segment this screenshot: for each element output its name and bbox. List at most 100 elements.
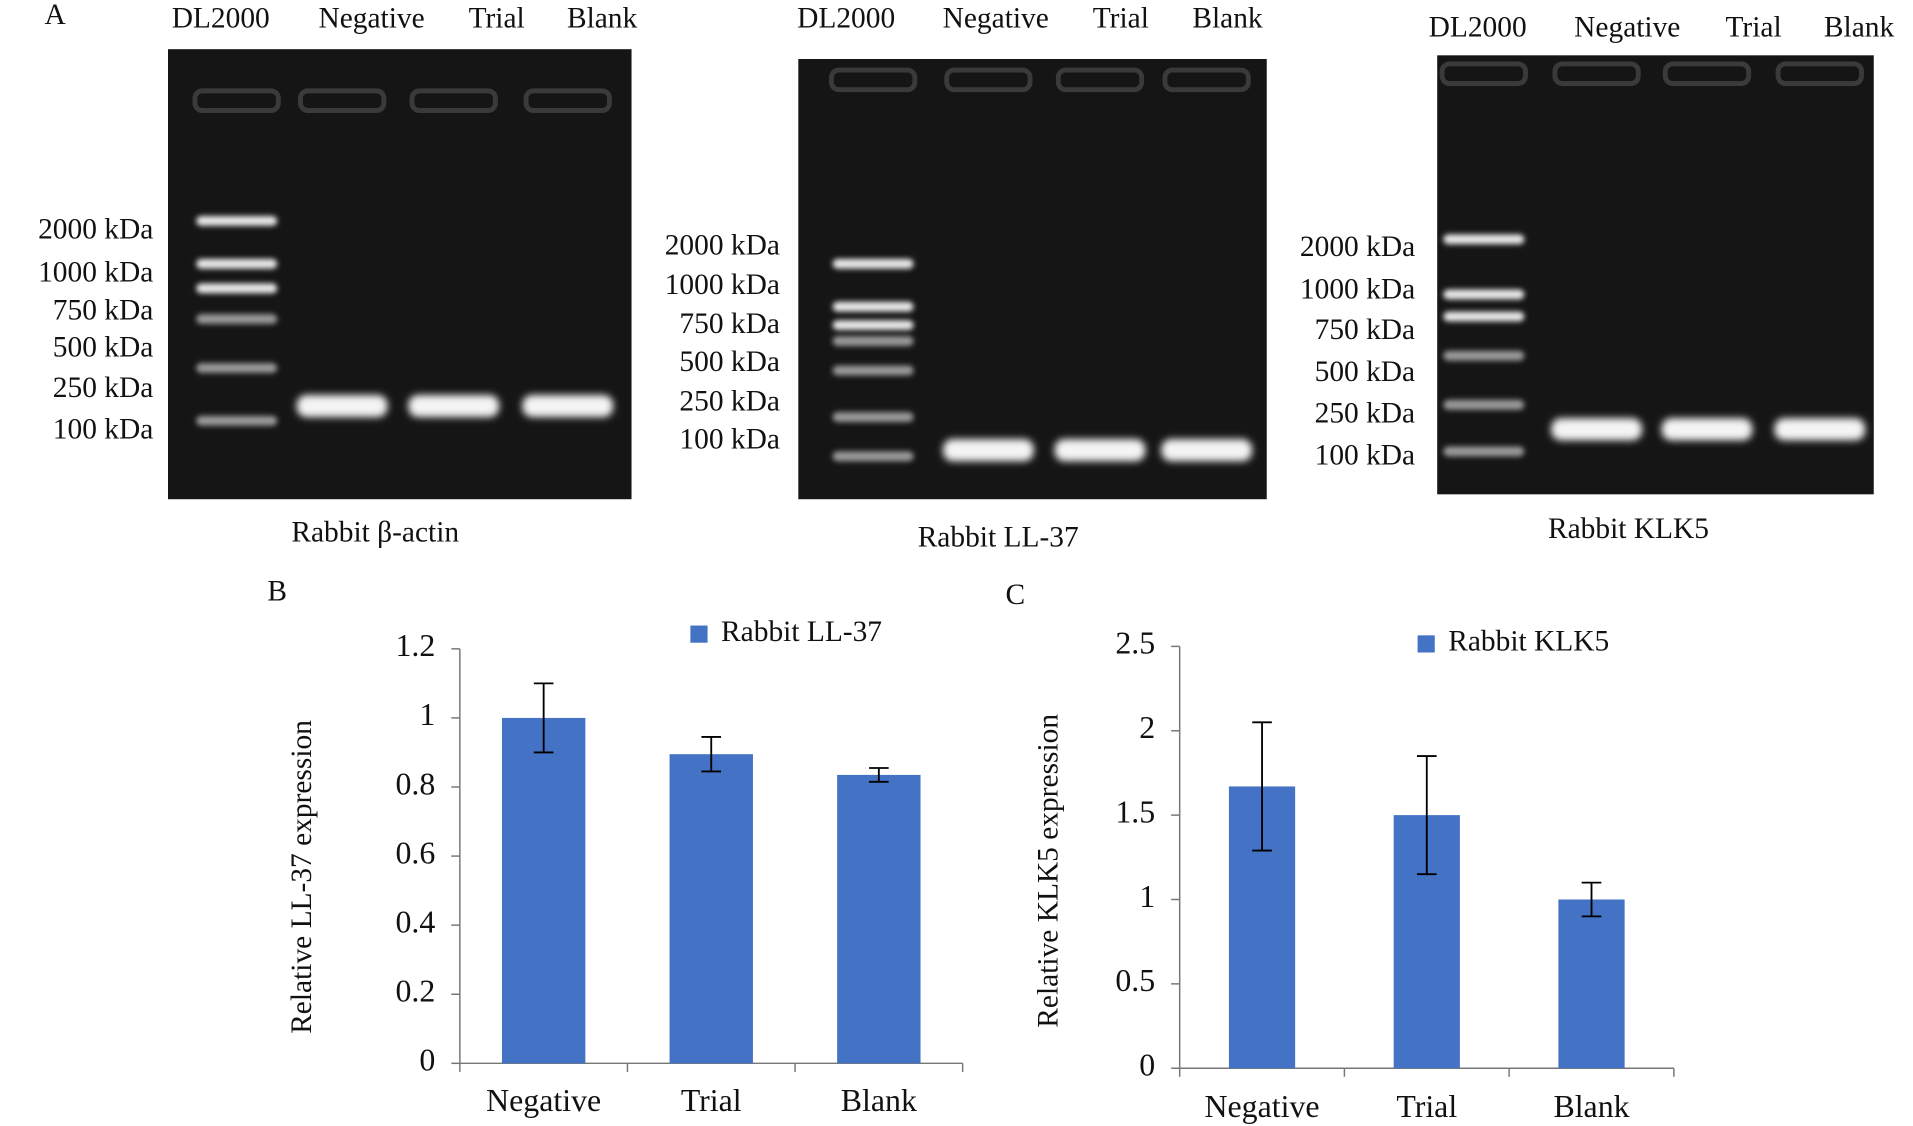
ladder-band (1443, 289, 1525, 300)
x-tick-label: Negative (1205, 1089, 1320, 1124)
ladder-band (196, 314, 278, 324)
lane-label: Negative (943, 3, 1049, 35)
panel-label: B (267, 575, 287, 607)
content: DL2000 Negative Trial Blank 2000 kDa 1000 kDa… (38, 3, 1894, 1125)
y-axis-label: Relative LL-37 expression (286, 720, 318, 1034)
y-tick-label: 0.4 (395, 904, 435, 939)
marker-label: 750 kDa (679, 308, 780, 340)
legend-label: Rabbit LL-37 (721, 616, 882, 648)
ladder-band (196, 215, 278, 226)
legend-swatch (1417, 635, 1435, 653)
error-bar (1416, 755, 1437, 876)
ladder-band (1443, 350, 1525, 361)
lane-label: Blank (567, 3, 638, 35)
gel-caption: Rabbit KLK5 (1548, 513, 1709, 545)
y-tick-label: 0 (419, 1043, 435, 1078)
marker-label: 500 kDa (53, 331, 154, 363)
marker-label: 500 kDa (1315, 356, 1416, 388)
marker-label: 2000 kDa (665, 230, 780, 262)
sample-band (1054, 439, 1146, 462)
x-tick-label: Blank (841, 1083, 917, 1118)
y-tick-label: 2.5 (1115, 626, 1155, 661)
ladder-band (832, 365, 914, 376)
lane-label: Trial (1093, 3, 1149, 35)
sample-band (943, 439, 1034, 462)
x-tick-label: Blank (1553, 1089, 1629, 1124)
y-tick-label: 1.5 (1115, 794, 1155, 829)
y-tick-label: 1 (1139, 879, 1155, 914)
marker-label: 250 kDa (1315, 398, 1416, 430)
marker-label: 250 kDa (53, 372, 154, 404)
sample-band (1774, 418, 1866, 441)
y-tick-label: 0.5 (1115, 963, 1155, 998)
panel-label: A (45, 0, 67, 31)
ladder-band (832, 301, 914, 312)
ladder-band (832, 320, 914, 331)
sample-band (408, 394, 500, 418)
y-tick-label: 1.2 (395, 628, 435, 663)
sample-band (1161, 439, 1253, 462)
gel-well (1662, 61, 1752, 86)
sample-band (1551, 418, 1642, 441)
gel-caption: Rabbit LL-37 (918, 521, 1079, 553)
gel-well (828, 67, 918, 93)
legend-swatch (690, 625, 708, 643)
gel-well (523, 88, 612, 113)
gel-well (297, 88, 387, 113)
ladder-band (196, 363, 278, 373)
marker-label: 750 kDa (53, 295, 154, 327)
ladder-band (1443, 446, 1525, 457)
ladder-band (832, 412, 914, 422)
lane-label: DL2000 (172, 3, 270, 35)
marker-label: 750 kDa (1315, 314, 1416, 346)
gel-well (1439, 61, 1528, 86)
y-tick-label: 0.2 (395, 974, 435, 1009)
ladder-band (196, 415, 278, 426)
ladder-band (832, 336, 914, 346)
bar (501, 717, 586, 1064)
marker-label: 100 kDa (1315, 439, 1416, 471)
error-bar (701, 735, 722, 773)
gel-well (1775, 61, 1864, 86)
marker-label: 500 kDa (679, 346, 780, 378)
bar (669, 754, 753, 1064)
panel-label: C (1006, 579, 1026, 611)
ladder-band (1443, 311, 1525, 322)
sample-band (522, 394, 614, 418)
y-tick-label: 1 (419, 697, 435, 732)
marker-label: 100 kDa (679, 423, 780, 455)
y-tick-label: 0 (1139, 1048, 1155, 1083)
marker-label: 1000 kDa (665, 269, 780, 301)
ladder-band (832, 451, 914, 462)
gel-well (409, 88, 498, 113)
ladder-band (196, 258, 278, 269)
gel-well (1162, 67, 1251, 93)
gel-well (1055, 67, 1145, 93)
lane-label: DL2000 (1429, 11, 1527, 43)
gel (798, 58, 1267, 500)
lane-label: Trial (1726, 11, 1782, 43)
sample-band (1661, 418, 1753, 441)
x-tick-label: Negative (486, 1083, 601, 1118)
legend-label: Rabbit KLK5 (1448, 626, 1609, 658)
ladder-band (832, 258, 914, 269)
gel-well (944, 67, 1033, 93)
gel-caption: Rabbit β-actin (291, 517, 459, 549)
bar (1558, 899, 1625, 1069)
marker-label: 250 kDa (679, 385, 780, 417)
marker-label: 1000 kDa (1300, 274, 1415, 306)
ladder-band (1443, 234, 1525, 245)
marker-label: 1000 kDa (38, 257, 153, 289)
ladder-band (1443, 399, 1525, 410)
gel (168, 49, 632, 500)
lane-label: Trial (469, 3, 525, 35)
marker-label: 100 kDa (53, 414, 154, 446)
x-tick-label: Trial (1396, 1089, 1457, 1124)
error-bar (869, 767, 889, 783)
y-tick-label: 0.6 (395, 835, 435, 870)
ladder-band (196, 283, 278, 294)
error-bar (1581, 881, 1602, 918)
error-bar (1252, 721, 1272, 852)
lane-label: Blank (1192, 3, 1263, 35)
